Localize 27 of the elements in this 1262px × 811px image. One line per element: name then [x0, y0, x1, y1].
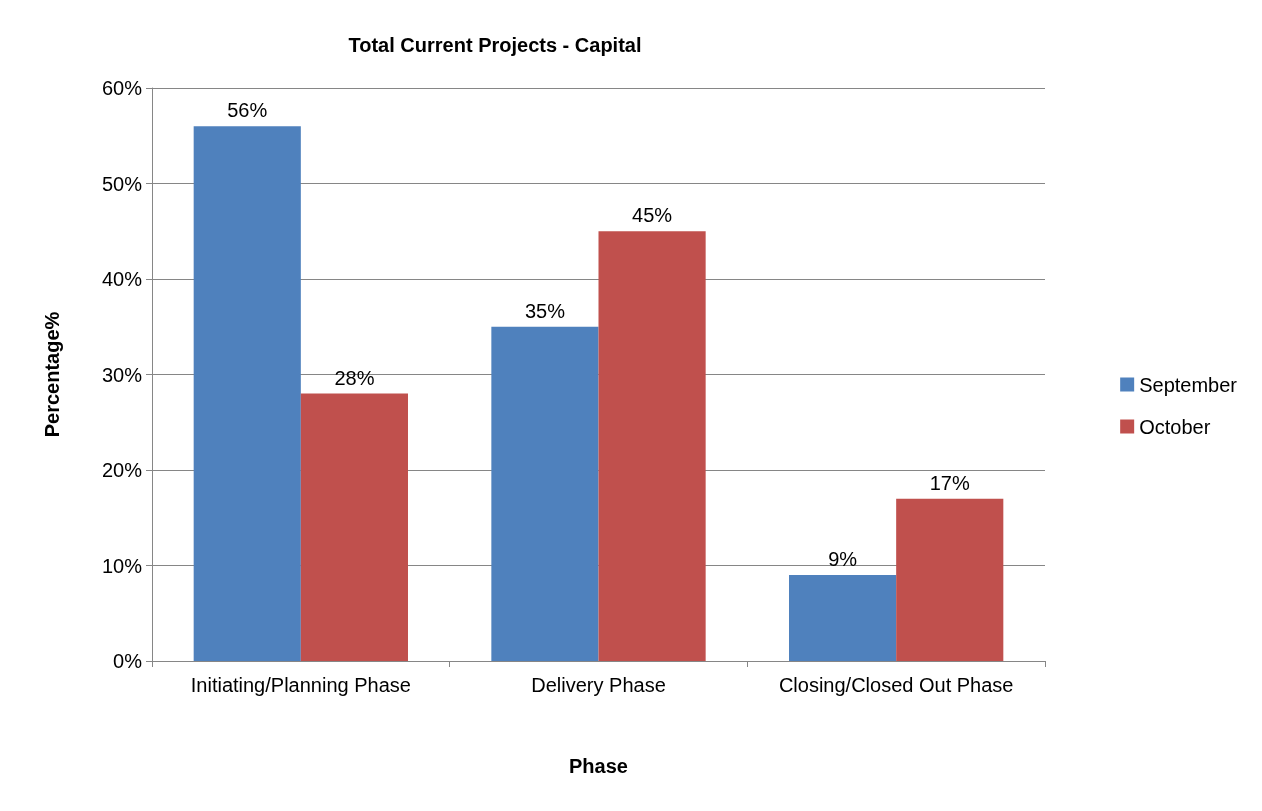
data-label: 17% [929, 471, 970, 494]
bar [789, 575, 897, 661]
data-label: 28% [334, 366, 375, 389]
legend-label: October [1139, 415, 1211, 438]
y-tick-label: 30% [101, 363, 143, 386]
bar [598, 231, 706, 661]
legend-label: September [1139, 373, 1238, 396]
y-tick-label: 50% [101, 172, 143, 195]
x-tick-label: Delivery Phase [531, 674, 666, 696]
y-tick-label: 40% [101, 268, 143, 290]
x-tick-label: Initiating/Planning Phase [190, 674, 411, 696]
chart-title: Total Current Projects - Capital [348, 34, 642, 56]
y-tick-label: 0% [113, 650, 143, 672]
y-tick-label: 20% [101, 459, 143, 481]
bar [300, 393, 408, 661]
bar [491, 326, 599, 661]
data-label: 45% [632, 204, 673, 227]
data-label: 9% [828, 548, 858, 571]
data-label: 56% [227, 99, 268, 122]
y-tick-label: 10% [101, 554, 143, 577]
y-tick-label: 60% [101, 77, 143, 99]
x-tick-label: Closing/Closed Out Phase [778, 674, 1014, 696]
bar [193, 126, 301, 661]
data-label: 35% [524, 299, 566, 322]
x-axis-title: Phase [569, 755, 628, 777]
bar [896, 498, 1004, 661]
y-axis-title: Percentage% [41, 311, 63, 438]
